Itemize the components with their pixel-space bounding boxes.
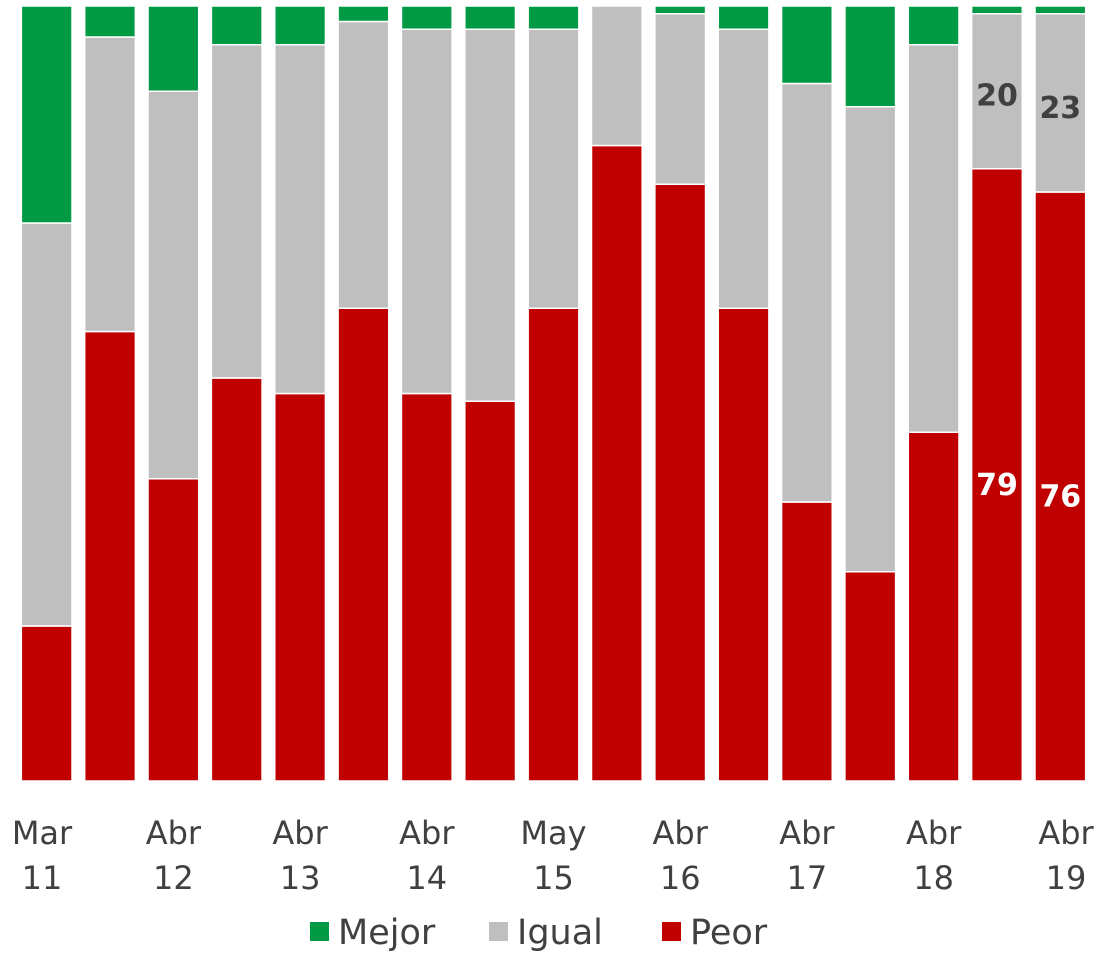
legend: Mejor Igual Peor [310, 913, 768, 953]
bar-segment-igual-12 [717, 28, 770, 309]
bar-segment-igual-2 [83, 36, 137, 333]
x-tick-label-7-line1: Abr [779, 814, 835, 852]
bar-segment-peor-14 [844, 571, 897, 782]
x-tick-label-1-line1: Mar [12, 814, 73, 852]
legend-swatch-peor [662, 922, 681, 941]
bar-segment-igual-15 [907, 44, 960, 433]
bar-segment-igual-3 [147, 90, 200, 480]
x-tick-label-2-line1: Abr [146, 814, 202, 852]
x-tick-label-5-line2: 15 [533, 859, 574, 897]
data-label-igual-16: 20 [976, 78, 1018, 113]
bar-segment-igual-9 [527, 28, 580, 309]
bar-segment-mejor-17 [1034, 5, 1087, 15]
bar-segment-peor-8 [464, 400, 517, 782]
bar-segment-peor-16 [970, 168, 1024, 782]
legend-swatch-mejor [310, 922, 329, 941]
x-tick-label-3-line2: 13 [280, 859, 321, 897]
bar-segment-mejor-5 [274, 5, 327, 46]
bar-segment-mejor-1 [20, 5, 73, 224]
x-axis-tick-labels: Mar 11 Abr 12 Abr 13 Abr 14 May 15 Abr 16 Abr 17 Abr 18… [12, 814, 1095, 897]
bar-segment-igual-10 [590, 5, 643, 147]
bar-segment-igual-13 [780, 82, 834, 503]
x-tick-label-4-line1: Abr [399, 814, 455, 852]
x-tick-label-6-line1: Abr [653, 814, 709, 852]
legend-label-igual: Igual [517, 913, 603, 953]
bar-segment-peor-4 [210, 377, 263, 782]
legend-label-mejor: Mejor [338, 913, 436, 953]
bar-segment-mejor-6 [337, 5, 390, 23]
x-tick-label-3-line1: Abr [272, 814, 328, 852]
bar-segment-peor-15 [907, 431, 960, 782]
bar-segment-peor-12 [717, 307, 770, 782]
legend-label-peor: Peor [690, 913, 768, 953]
bar-segment-igual-16 [970, 13, 1024, 170]
x-tick-label-2-line2: 12 [153, 859, 194, 897]
bar-segment-mejor-2 [83, 5, 137, 38]
bar-segment-mejor-9 [527, 5, 580, 30]
bar-segment-peor-6 [337, 307, 390, 782]
bar-segment-igual-6 [337, 20, 390, 309]
bar-segment-peor-3 [147, 478, 200, 782]
bar-segment-mejor-4 [210, 5, 263, 46]
legend-swatch-igual [489, 922, 508, 941]
bar-segment-peor-5 [274, 392, 327, 782]
bar-segment-mejor-8 [464, 5, 517, 30]
x-tick-label-8-line2: 18 [913, 859, 954, 897]
bar-segment-mejor-12 [717, 5, 770, 30]
bar-segment-peor-11 [654, 183, 707, 782]
bar-segment-igual-1 [20, 222, 73, 627]
bar-segment-mejor-15 [907, 5, 960, 46]
bars-group [20, 5, 1087, 782]
bar-segment-igual-4 [210, 44, 263, 379]
data-label-peor-16: 79 [976, 468, 1018, 503]
bar-segment-mejor-16 [970, 5, 1024, 15]
bar-segment-igual-7 [400, 28, 453, 395]
bar-segment-mejor-7 [400, 5, 453, 30]
x-tick-label-7-line2: 17 [787, 859, 828, 897]
data-label-peor-17: 76 [1039, 479, 1081, 514]
bar-segment-igual-11 [654, 13, 707, 185]
data-labels-group: 79 76 20 23 [976, 78, 1081, 514]
bar-segment-peor-1 [20, 625, 73, 782]
bar-segment-igual-17 [1034, 13, 1087, 193]
bar-segment-peor-9 [527, 307, 580, 782]
data-label-igual-17: 23 [1039, 91, 1081, 126]
bar-segment-peor-10 [590, 144, 643, 782]
x-tick-label-5-line1: May [520, 814, 586, 852]
bar-segment-mejor-14 [844, 5, 897, 108]
x-tick-label-4-line2: 14 [406, 859, 447, 897]
bar-segment-peor-2 [83, 330, 137, 782]
bar-segment-mejor-13 [780, 5, 834, 85]
x-tick-label-8-line1: Abr [906, 814, 962, 852]
bar-segment-peor-13 [780, 501, 834, 782]
x-tick-label-9-line1: Abr [1038, 814, 1094, 852]
bar-segment-igual-5 [274, 44, 327, 395]
x-tick-label-9-line2: 19 [1046, 859, 1087, 897]
bar-segment-mejor-3 [147, 5, 200, 92]
bar-segment-peor-7 [400, 392, 453, 782]
x-tick-label-1-line2: 11 [22, 859, 63, 897]
x-tick-label-6-line2: 16 [660, 859, 701, 897]
bar-segment-mejor-11 [654, 5, 707, 15]
bar-segment-igual-14 [844, 106, 897, 573]
bar-segment-igual-8 [464, 28, 517, 402]
